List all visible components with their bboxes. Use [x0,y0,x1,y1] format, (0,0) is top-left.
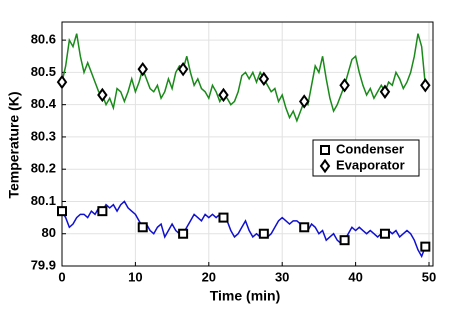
x-tick-label: 50 [422,269,436,284]
x-tick-label: 30 [275,269,289,284]
y-tick-label: 80.4 [31,96,57,111]
y-tick-label: 80.2 [31,161,56,176]
data-marker [258,228,269,239]
data-marker [57,206,67,217]
data-marker [56,74,68,90]
series-line [61,200,430,259]
y-tick-label: 80 [42,225,56,240]
data-marker [299,222,310,233]
data-marker [339,235,350,246]
legend-label: Evaporator [336,157,405,172]
y-axis-label: Temperature (K) [6,91,22,198]
data-marker [177,61,189,77]
x-tick-label: 0 [58,269,65,284]
data-marker [97,206,108,217]
y-tick-label: 80.3 [31,128,56,143]
data-marker [298,94,310,109]
data-marker [420,78,431,93]
data-marker [258,71,270,87]
y-tick-label: 79.9 [31,257,56,272]
data-marker [339,78,350,93]
data-marker [218,212,229,223]
plot-frame [61,21,434,267]
y-tick-label: 80.6 [31,32,56,47]
data-marker [420,241,431,252]
x-axis-label: Time (min) [210,288,281,304]
y-tick-label: 80.1 [31,193,56,208]
legend-box [312,139,420,177]
data-marker [379,228,390,239]
data-marker [137,222,148,233]
x-tick-label: 40 [348,269,362,284]
legend-marker [319,158,331,174]
data-marker [97,87,108,103]
x-tick-label: 10 [128,269,142,284]
legend-label: Condenser [336,141,404,156]
data-marker [178,228,189,239]
x-tick-label: 20 [202,269,216,284]
data-marker [379,84,391,99]
series-line [61,33,429,123]
data-marker [137,61,148,77]
y-tick-label: 80.5 [31,64,56,79]
legend-marker [320,145,330,155]
data-marker [218,87,229,103]
